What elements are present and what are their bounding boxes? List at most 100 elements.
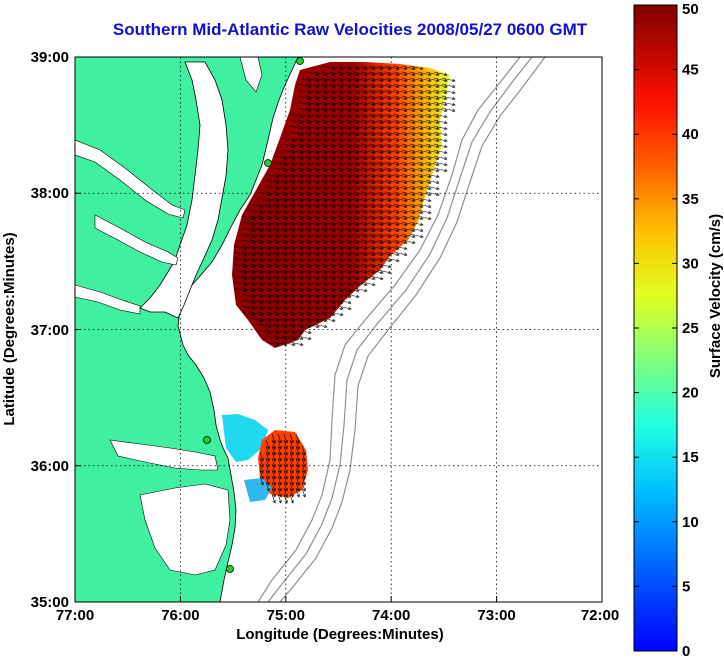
velocity-vector <box>313 275 328 281</box>
velocity-vector <box>353 143 368 149</box>
velocity-vector <box>281 311 296 317</box>
velocity-vector <box>265 263 280 269</box>
velocity-vector <box>401 233 416 239</box>
velocity-vector <box>273 251 288 257</box>
velocity-vector <box>289 119 304 125</box>
velocity-vector <box>393 197 408 203</box>
velocity-vector <box>353 197 368 203</box>
velocity-vector <box>241 293 256 299</box>
velocity-vector <box>393 191 408 197</box>
velocity-vector <box>433 131 448 137</box>
velocity-vector <box>295 433 300 444</box>
velocity-vector <box>289 185 304 191</box>
velocity-vector <box>425 71 440 77</box>
velocity-vector <box>401 209 416 215</box>
velocity-vector <box>393 221 408 227</box>
velocity-vector <box>313 287 328 293</box>
velocity-vector <box>257 203 272 209</box>
velocity-vector <box>321 179 336 185</box>
velocity-vector <box>409 227 424 233</box>
velocity-vector <box>417 71 432 77</box>
velocity-vector <box>361 71 376 77</box>
velocity-vector <box>417 125 432 131</box>
velocity-vector <box>329 101 344 107</box>
velocity-vector <box>305 323 320 329</box>
velocity-vector <box>277 457 282 468</box>
velocity-vector <box>353 221 368 227</box>
velocity-vector <box>425 95 440 101</box>
velocity-vector <box>417 161 432 167</box>
velocity-vector <box>301 463 306 474</box>
velocity-vector <box>425 185 440 191</box>
velocity-vector <box>385 107 400 113</box>
velocity-vector <box>249 203 264 209</box>
velocity-vector <box>313 71 328 77</box>
velocity-vector <box>353 65 368 71</box>
velocity-vector <box>313 305 328 311</box>
colorbar-tick-label: 15 <box>682 449 699 466</box>
velocity-vector <box>313 281 328 287</box>
velocity-vector <box>321 287 336 293</box>
velocity-vector <box>417 203 432 209</box>
velocity-vector <box>233 257 248 263</box>
velocity-vector <box>249 281 264 287</box>
x-tick-label: 74:00 <box>372 607 410 624</box>
velocity-vector <box>321 113 336 119</box>
velocity-vector <box>329 251 344 257</box>
velocity-vector <box>313 161 328 167</box>
velocity-vector <box>321 215 336 221</box>
velocity-vector <box>345 131 360 137</box>
velocity-vector <box>329 215 344 221</box>
velocity-vector <box>241 239 256 245</box>
velocity-vector <box>271 451 276 462</box>
velocity-vector <box>361 191 376 197</box>
velocity-vector <box>329 299 344 305</box>
velocity-vector <box>345 89 360 95</box>
velocity-vector <box>393 227 408 233</box>
velocity-vector <box>305 71 320 77</box>
velocity-vector <box>249 251 264 257</box>
velocity-vector <box>301 451 306 462</box>
chesapeake-bay <box>139 61 229 319</box>
velocity-vector <box>345 119 360 125</box>
velocity-vector <box>417 107 432 113</box>
velocity-vector <box>273 203 288 209</box>
velocity-vector <box>273 197 288 203</box>
velocity-vector <box>353 113 368 119</box>
velocity-vector <box>409 203 424 209</box>
velocity-vector <box>313 209 328 215</box>
velocity-vector <box>305 89 320 95</box>
velocity-vector <box>329 137 344 143</box>
velocity-field-south-east <box>258 430 308 498</box>
velocity-vector <box>273 287 288 293</box>
velocity-vector <box>295 475 300 486</box>
velocity-vector <box>345 107 360 113</box>
velocity-vector <box>289 317 304 323</box>
velocity-vector <box>337 257 352 263</box>
velocity-vector <box>265 335 280 341</box>
velocity-vector <box>369 197 384 203</box>
velocity-vector <box>425 167 440 173</box>
velocity-vector <box>289 311 304 317</box>
velocity-vector <box>409 89 424 95</box>
velocity-vector <box>241 221 256 227</box>
velocity-vector <box>329 89 344 95</box>
velocity-vector <box>273 281 288 287</box>
velocity-vector <box>377 209 392 215</box>
velocity-vector <box>241 281 256 287</box>
velocity-vector <box>345 191 360 197</box>
velocity-vector <box>295 445 300 456</box>
velocity-vector <box>265 463 270 474</box>
velocity-vector <box>241 215 256 221</box>
velocity-vector <box>329 311 344 317</box>
velocity-vector <box>297 143 312 149</box>
velocity-vector <box>273 173 288 179</box>
velocity-vector <box>297 89 312 95</box>
velocity-vector <box>297 131 312 137</box>
velocity-vector <box>297 185 312 191</box>
velocity-vector <box>241 245 256 251</box>
velocity-vector <box>283 487 288 498</box>
velocity-vector <box>265 341 280 347</box>
velocity-vector <box>289 233 304 239</box>
velocity-vector <box>313 131 328 137</box>
